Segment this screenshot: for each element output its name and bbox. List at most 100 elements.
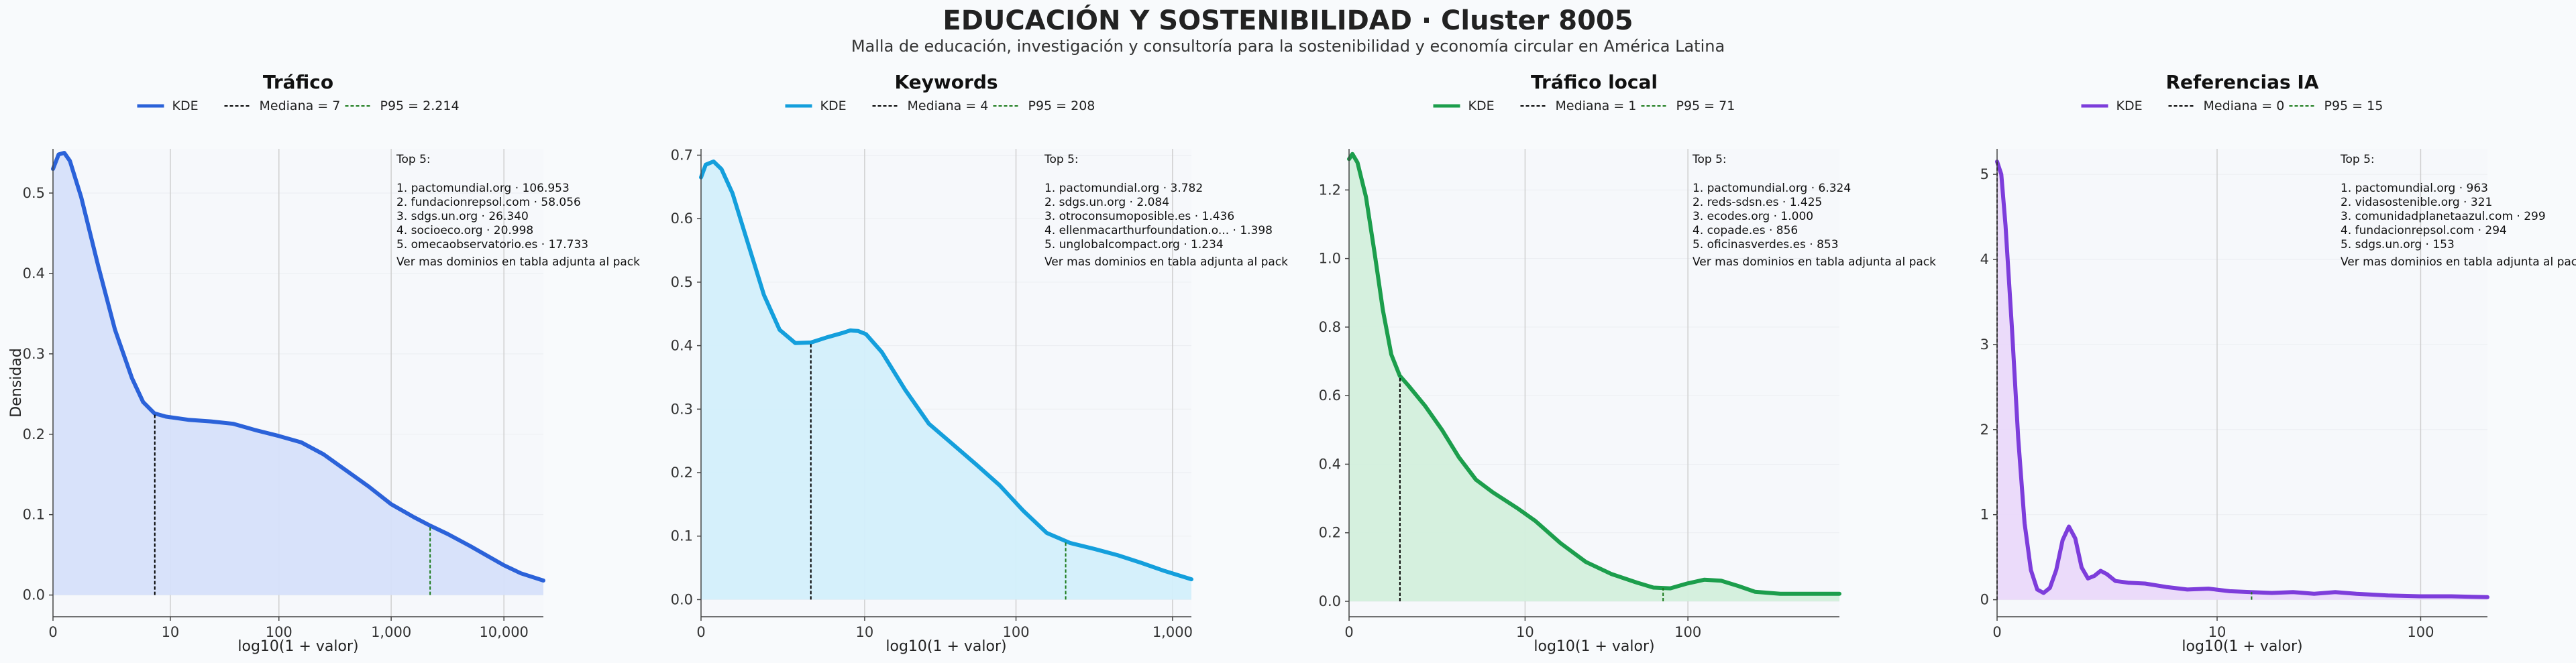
top5-line: 5. sdgs.un.org · 153 [2341, 238, 2455, 251]
x-tick-label: 100 [266, 624, 292, 640]
y-tick-label: 0.4 [671, 338, 693, 354]
figure-title: EDUCACIÓN Y SOSTENIBILIDAD · Cluster 800… [943, 4, 1633, 36]
top5-line: 4. ellenmacarthurfoundation.o... · 1.398 [1044, 224, 1273, 237]
kde-area [53, 153, 543, 595]
y-tick-label: 4 [1980, 251, 1989, 267]
top5-line: 3. sdgs.un.org · 26.340 [396, 210, 529, 223]
top5-line: 5. omecaobservatorio.es · 17.733 [396, 238, 588, 251]
top5-line: Top 5: [1044, 153, 1079, 166]
legend-p95-label: P95 = 2.214 [380, 99, 460, 113]
y-tick-label: 0 [1980, 592, 1989, 608]
kde-line [51, 151, 545, 583]
y-tick-label: 0.6 [671, 210, 693, 227]
legend: KDE Mediana = 4 P95 = 208 [785, 99, 1095, 113]
top5-note: Ver mas dominios en tabla adjunta al pac… [2341, 255, 2576, 269]
top5-line: 3. otroconsumoposible.es · 1.436 [1044, 210, 1234, 223]
y-tick-label: 0.0 [671, 591, 693, 607]
x-tick-label: 0 [1344, 624, 1353, 640]
y-tick-label: 0.8 [1319, 319, 1341, 335]
legend-kde-label: KDE [2116, 99, 2143, 113]
y-tick-label: 0.3 [23, 346, 45, 362]
y-tick-label: 5 [1980, 166, 1989, 182]
y-tick-label: 1 [1980, 507, 1989, 523]
top5-line: 2. sdgs.un.org · 2.084 [1044, 196, 1169, 209]
x-tick-label: 100 [1674, 624, 1701, 640]
y-axis-label: Densidad [8, 348, 25, 417]
legend-kde-label: KDE [820, 99, 847, 113]
top5-line: 3. comunidadplanetaazul.com · 299 [2341, 210, 2546, 223]
y-tick-label: 1.0 [1319, 251, 1341, 267]
top5-note: Ver mas dominios en tabla adjunta al pac… [396, 255, 640, 269]
y-tick-label: 0.2 [671, 465, 693, 481]
x-tick-label: 10 [856, 624, 874, 640]
x-tick-label: 100 [2407, 624, 2434, 640]
figure-subtitle: Malla de educación, investigación y cons… [851, 37, 1725, 56]
top5-line: Top 5: [396, 153, 431, 166]
panel-title: Tráfico [263, 71, 333, 93]
legend-p95-label: P95 = 71 [1676, 99, 1735, 113]
top5-line: 4. socioeco.org · 20.998 [396, 224, 533, 237]
legend: KDE Mediana = 1 P95 = 71 [1433, 99, 1735, 113]
top5-line: 5. unglobalcompact.org · 1.234 [1044, 238, 1224, 251]
legend-kde-label: KDE [1468, 99, 1495, 113]
top5-line: 2. fundacionrepsol.com · 58.056 [396, 196, 581, 209]
legend-p95-label: P95 = 208 [1028, 99, 1095, 113]
x-axis-label: log10(1 + valor) [2182, 638, 2302, 655]
y-tick-label: 0.4 [1319, 456, 1341, 472]
y-tick-label: 0.2 [1319, 525, 1341, 541]
top5-line: 4. fundacionrepsol.com · 294 [2341, 224, 2507, 237]
legend-median-label: Mediana = 7 [260, 99, 341, 113]
legend-median-label: Mediana = 4 [908, 99, 989, 113]
panel-title: Referencias IA [2165, 71, 2318, 93]
x-tick-label: 1,000 [1152, 624, 1193, 640]
x-tick-label: 10 [162, 624, 180, 640]
x-tick-label: 10 [2208, 624, 2226, 640]
legend-p95-label: P95 = 15 [2324, 99, 2383, 113]
y-tick-label: 0.0 [1319, 593, 1341, 609]
x-tick-label: 10,000 [479, 624, 528, 640]
top5-line: 2. vidasostenible.org · 321 [2341, 196, 2492, 209]
top5-line: Top 5: [2340, 153, 2375, 166]
x-tick-label: 100 [1002, 624, 1029, 640]
x-tick-label: 1,000 [371, 624, 411, 640]
x-tick-label: 0 [48, 624, 57, 640]
panel-title: Tráfico local [1531, 71, 1658, 93]
x-axis-label: log10(1 + valor) [237, 638, 358, 655]
top5-note: Ver mas dominios en tabla adjunta al pac… [1044, 255, 1288, 269]
y-tick-label: 0.2 [23, 426, 45, 442]
top5-line: 1. pactomundial.org · 963 [2341, 182, 2488, 195]
panel-3: Tráfico local KDE Mediana = 1 P95 = 71 0.0 0.… [1319, 71, 1937, 655]
top5-line: 1. pactomundial.org · 106.953 [396, 182, 570, 195]
top5-line: Top 5: [1692, 153, 1727, 166]
y-tick-label: 0.7 [671, 147, 693, 163]
panel-4: Referencias IA KDE Mediana = 0 P95 = 15 0 1 2 3… [1980, 71, 2576, 655]
legend-median-label: Mediana = 0 [2204, 99, 2285, 113]
x-tick-label: 10 [1516, 624, 1534, 640]
y-tick-label: 0.1 [23, 507, 45, 523]
top5-line: 5. oficinasverdes.es · 853 [1693, 238, 1839, 251]
top5-line: 3. ecodes.org · 1.000 [1693, 210, 1813, 223]
panel-1: Tráfico KDE Mediana = 7 P95 = 2.214 0.0 0.1 0.… [8, 71, 640, 655]
top5-line: 2. reds-sdsn.es · 1.425 [1693, 196, 1822, 209]
y-tick-label: 0.4 [23, 265, 45, 282]
y-tick-label: 0.5 [671, 274, 693, 290]
y-tick-label: 2 [1980, 422, 1989, 438]
top5-line: 4. copade.es · 856 [1693, 224, 1798, 237]
panels: Tráfico KDE Mediana = 7 P95 = 2.214 0.0 0.1 0.… [8, 71, 2576, 655]
y-tick-label: 0.3 [671, 401, 693, 417]
top5-note: Ver mas dominios en tabla adjunta al pac… [1693, 255, 1936, 269]
top5-line: 1. pactomundial.org · 6.324 [1693, 182, 1851, 195]
x-axis-label: log10(1 + valor) [885, 638, 1006, 655]
top5-line: 1. pactomundial.org · 3.782 [1044, 182, 1203, 195]
legend: KDE Mediana = 7 P95 = 2.214 [137, 99, 460, 113]
y-tick-label: 0.1 [671, 528, 693, 544]
y-tick-label: 1.2 [1319, 182, 1341, 198]
legend-kde-label: KDE [172, 99, 199, 113]
kde-line [1995, 160, 2489, 599]
y-tick-label: 3 [1980, 337, 1989, 353]
kde-line [699, 159, 1193, 582]
x-tick-label: 0 [696, 624, 705, 640]
